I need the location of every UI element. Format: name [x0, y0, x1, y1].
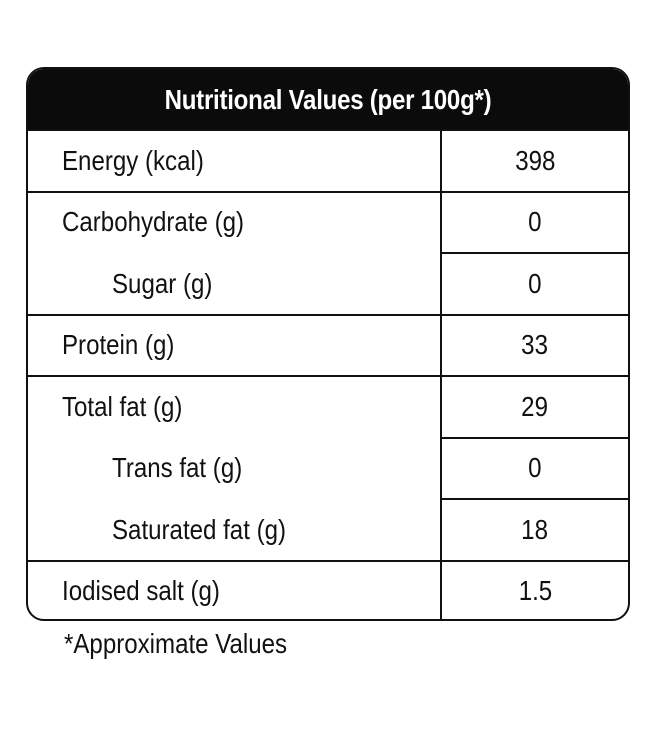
table-row-saturated-fat: Saturated fat (g) 18 — [28, 498, 628, 561]
nutrition-table: Nutritional Values (per 100g*) Energy (k… — [26, 67, 630, 621]
row-value: 398 — [440, 130, 628, 192]
row-value: 0 — [440, 437, 628, 499]
table-row-carbohydrate: Carbohydrate (g) 0 — [28, 190, 628, 253]
row-label: Carbohydrate (g) — [62, 206, 245, 238]
row-label: Energy (kcal) — [62, 144, 204, 176]
table-row-trans-fat: Trans fat (g) 0 — [28, 436, 628, 499]
row-label: Iodised salt (g) — [62, 575, 220, 607]
table-body: Energy (kcal) 398 Carbohydrate (g) 0 Sug… — [28, 129, 628, 619]
footnote: *Approximate Values — [64, 628, 288, 659]
row-label: Protein (g) — [62, 329, 175, 361]
row-value: 33 — [440, 314, 628, 376]
table-row-total-fat: Total fat (g) 29 — [28, 375, 628, 438]
row-value: 18 — [440, 499, 628, 561]
row-label: Saturated fat (g) — [112, 513, 287, 545]
row-label: Sugar (g) — [112, 267, 213, 299]
row-label: Trans fat (g) — [112, 452, 243, 484]
table-row-protein: Protein (g) 33 — [28, 313, 628, 376]
table-row-sugar: Sugar (g) 0 — [28, 252, 628, 315]
table-row-iodised-salt: Iodised salt (g) 1.5 — [28, 559, 628, 619]
row-label: Total fat (g) — [62, 390, 183, 422]
row-value: 0 — [440, 253, 628, 315]
table-title: Nutritional Values (per 100g*) — [164, 83, 492, 115]
table-row-energy: Energy (kcal) 398 — [28, 129, 628, 192]
row-value: 1.5 — [440, 560, 628, 619]
row-value: 29 — [440, 376, 628, 438]
table-header: Nutritional Values (per 100g*) — [28, 69, 628, 130]
row-value: 0 — [440, 191, 628, 253]
